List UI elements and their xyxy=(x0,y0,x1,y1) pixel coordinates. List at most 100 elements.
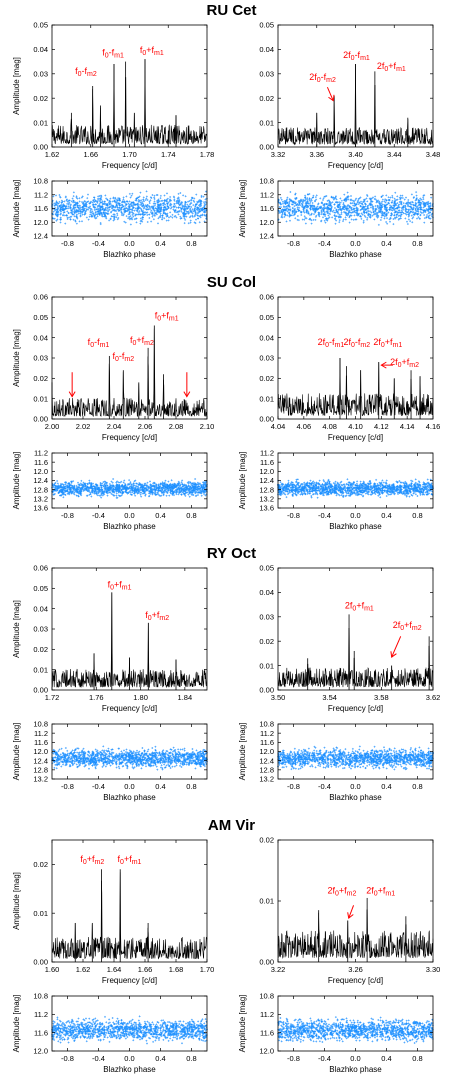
y-tick-label: 12.4 xyxy=(259,756,274,765)
peak-annotation: f0+fm2 xyxy=(130,335,154,347)
plot-frame xyxy=(51,24,208,148)
x-tick-label: -0.4 xyxy=(318,239,331,248)
y-axis-label: Amplitude [mag] xyxy=(12,600,21,658)
x-tick-label: 1.66 xyxy=(83,150,98,159)
x-tick-label: 0.0 xyxy=(350,511,360,520)
y-tick-label: 11.6 xyxy=(34,738,48,747)
x-tick-label: 0.8 xyxy=(186,782,196,791)
y-axis-label: Amplitude [mag] xyxy=(12,452,21,510)
y-tick-label: 0.01 xyxy=(33,394,48,403)
spectrum-series xyxy=(277,357,434,417)
peak-annotation: 2f0+fm2 xyxy=(390,357,419,369)
annotation-arrow xyxy=(391,636,402,658)
y-tick-label: 0.03 xyxy=(259,70,274,79)
annotation-arrowhead xyxy=(183,391,191,398)
y-axis-label: Amplitude [mag] xyxy=(12,995,21,1053)
y-tick-label: 11.2 xyxy=(34,449,48,458)
x-tick-label: 0.8 xyxy=(186,1054,196,1063)
y-tick-label: 10.8 xyxy=(33,720,48,729)
x-tick-label: -0.8 xyxy=(287,511,300,520)
x-axis-label: Blazhko phase xyxy=(103,522,156,531)
x-tick-label: 2.10 xyxy=(200,422,215,431)
x-tick-label: -0.4 xyxy=(92,239,105,248)
y-tick-label: 0.01 xyxy=(33,909,48,918)
y-tick-label: 0.05 xyxy=(33,21,48,30)
y-tick-label: 10.8 xyxy=(259,992,274,1001)
y-tick-label: 0.05 xyxy=(259,21,274,30)
y-axis-label: Amplitude [mag] xyxy=(238,452,247,510)
y-tick-label: 0.06 xyxy=(33,293,48,302)
y-tick-label: 0.06 xyxy=(259,293,274,302)
x-axis-label: Frequency [c/d] xyxy=(102,976,157,985)
y-tick-label: 12.0 xyxy=(33,1047,48,1056)
peak-annotation: 2f0-fm1 xyxy=(343,50,370,62)
y-axis-label: Amplitude [mag] xyxy=(12,872,21,930)
x-tick-label: -0.8 xyxy=(287,239,300,248)
x-axis-label: Blazhko phase xyxy=(103,793,156,802)
y-tick-label: 0.00 xyxy=(259,686,274,695)
peak-annotation: 2f0+fm1 xyxy=(366,886,395,898)
y-tick-label: 0.03 xyxy=(33,354,48,363)
y-tick-label: 0.01 xyxy=(33,118,48,127)
x-tick-label: -0.8 xyxy=(61,511,74,520)
x-axis-label: Frequency [c/d] xyxy=(328,704,383,713)
y-tick-label: 12.0 xyxy=(33,747,48,756)
y-tick-label: 0.02 xyxy=(259,836,274,845)
x-tick-label: 1.80 xyxy=(133,693,148,702)
peak-annotation: 2f0+fm1 xyxy=(345,600,374,612)
annotation-arrowhead xyxy=(328,94,335,102)
peak-annotation: 2f0-fm1 xyxy=(318,337,345,349)
y-tick-label: 11.2 xyxy=(34,1010,48,1019)
y-tick-label: 11.6 xyxy=(260,204,274,213)
x-tick-label: 2.04 xyxy=(107,422,122,431)
y-tick-label: 0.00 xyxy=(259,958,274,967)
y-tick-label: 13.6 xyxy=(259,504,274,513)
y-tick-label: 0.01 xyxy=(259,394,274,403)
x-tick-label: 0.0 xyxy=(124,511,134,520)
x-tick-label: 0.4 xyxy=(381,782,391,791)
y-tick-label: 0.03 xyxy=(259,613,274,622)
peak-annotation: f0+fm1 xyxy=(140,45,164,57)
y-tick-label: 11.2 xyxy=(260,1010,274,1019)
x-axis-label: Frequency [c/d] xyxy=(102,704,157,713)
x-tick-label: 0.4 xyxy=(155,239,165,248)
y-tick-label: 0.03 xyxy=(33,70,48,79)
y-tick-label: 0.04 xyxy=(259,588,274,597)
y-tick-label: 0.02 xyxy=(33,860,48,869)
y-tick-label: 0.00 xyxy=(259,143,274,152)
y-axis-label: Amplitude [mag] xyxy=(12,329,21,387)
x-tick-label: 1.70 xyxy=(122,150,137,159)
x-tick-label: 1.76 xyxy=(89,693,104,702)
y-tick-label: 11.2 xyxy=(260,729,274,738)
y-tick-label: 11.2 xyxy=(260,449,274,458)
y-tick-label: 12.0 xyxy=(33,218,48,227)
y-tick-label: 0.01 xyxy=(259,118,274,127)
y-tick-label: 13.2 xyxy=(33,495,48,504)
x-tick-label: 3.62 xyxy=(426,693,441,702)
y-tick-label: 11.6 xyxy=(260,738,274,747)
y-tick-label: 11.2 xyxy=(260,190,274,199)
y-tick-label: 12.4 xyxy=(33,756,48,765)
y-tick-label: 0.01 xyxy=(33,665,48,674)
phase-points xyxy=(277,1016,434,1044)
y-tick-label: 13.6 xyxy=(33,504,48,513)
x-axis-label: Frequency [c/d] xyxy=(102,433,157,442)
x-tick-label: 1.64 xyxy=(107,965,122,974)
y-tick-label: 12.0 xyxy=(259,467,274,476)
x-tick-label: 0.8 xyxy=(186,239,196,248)
peak-annotation: f0-fm1 xyxy=(88,337,110,349)
x-tick-label: 3.54 xyxy=(322,693,337,702)
x-axis-label: Blazhko phase xyxy=(329,522,382,531)
spectrum-series xyxy=(51,59,208,146)
y-tick-label: 12.4 xyxy=(33,232,48,241)
x-axis-label: Frequency [c/d] xyxy=(102,161,157,170)
phase-points xyxy=(51,1015,208,1045)
y-tick-label: 0.02 xyxy=(33,645,48,654)
x-tick-label: 0.0 xyxy=(350,239,360,248)
y-tick-label: 0.04 xyxy=(33,604,48,613)
x-tick-label: 3.58 xyxy=(374,693,389,702)
